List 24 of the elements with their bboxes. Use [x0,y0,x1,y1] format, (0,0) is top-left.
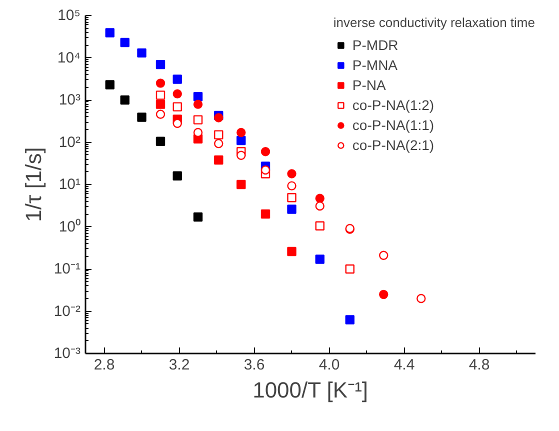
y-tick-label: 10⁰ [58,218,81,236]
y-tick-label: 10³ [58,92,81,108]
legend-label: P-MDR [352,37,398,53]
y-tick-label: 10⁻¹ [54,260,81,278]
x-tick-label: 4.8 [468,356,490,374]
x-tick-label: 4.4 [394,356,415,374]
y-tick-label: 10¹ [58,176,81,193]
legend-label: co-P-NA(1:2) [352,97,434,113]
x-tick-label: 2.8 [94,356,115,374]
legend-label: co-P-NA(1:1) [352,117,434,133]
y-tick-label: 10⁻³ [54,345,81,362]
y-tick-label: 10⁻² [54,302,81,320]
y-tick-label: 10⁵ [58,7,81,24]
x-tick-label: 3.6 [244,356,265,374]
legend-label: P-MNA [352,57,398,73]
legend-title: inverse conductivity relaxation time [333,15,535,30]
y-tick-label: 10⁴ [57,49,81,66]
x-tick-label: 3.2 [168,356,190,374]
x-axis-title: 1000/T [K⁻¹] [252,378,368,402]
y-axis-title: 1/τ [1/s] [20,147,46,222]
legend-label: co-P-NA(2:1) [352,137,434,153]
legend-label: P-NA [352,77,386,93]
x-tick-label: 4.0 [318,356,340,374]
y-tick-label: 10² [58,134,81,151]
